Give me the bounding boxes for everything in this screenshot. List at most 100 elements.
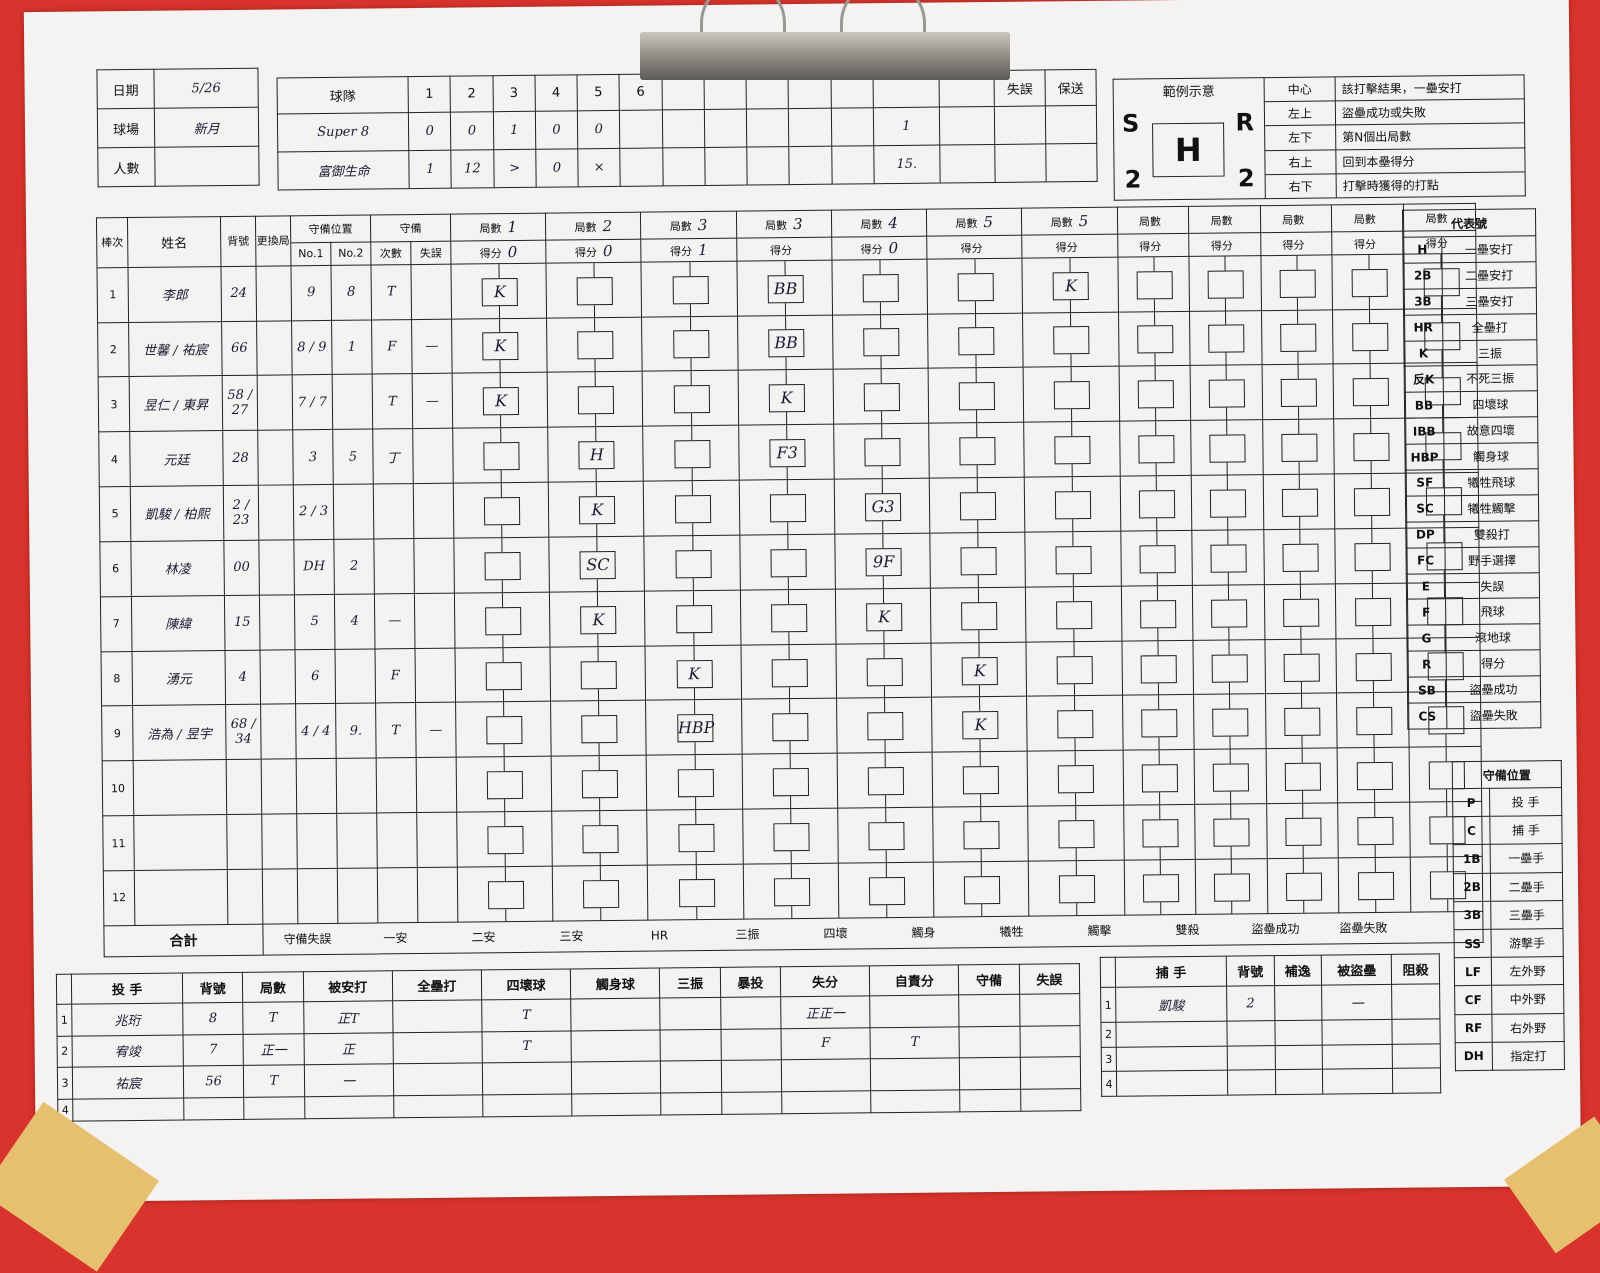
at-bat-cell[interactable]: K xyxy=(1022,257,1118,313)
at-bat-cell[interactable] xyxy=(456,702,552,758)
at-bat-cell[interactable] xyxy=(837,752,933,808)
at-bat-cell[interactable] xyxy=(740,589,836,645)
at-bat-cell[interactable] xyxy=(647,754,743,810)
at-bat-cell[interactable] xyxy=(1193,639,1265,695)
at-bat-cell[interactable] xyxy=(1024,421,1120,477)
at-bat-cell[interactable] xyxy=(644,480,740,536)
at-bat-cell[interactable] xyxy=(647,809,743,865)
at-bat-cell[interactable] xyxy=(1334,418,1406,474)
at-bat-cell[interactable] xyxy=(1194,749,1266,805)
at-bat-cell[interactable] xyxy=(833,369,929,425)
at-bat-cell[interactable] xyxy=(641,261,737,317)
at-bat-cell[interactable] xyxy=(1123,750,1195,806)
at-bat-cell[interactable]: K xyxy=(931,642,1027,698)
at-bat-cell[interactable]: K xyxy=(932,697,1028,753)
at-bat-cell[interactable] xyxy=(1339,857,1411,913)
at-bat-cell[interactable] xyxy=(1189,255,1261,311)
at-bat-cell[interactable] xyxy=(551,755,647,811)
at-bat-cell[interactable] xyxy=(1266,748,1338,804)
at-bat-cell[interactable] xyxy=(1028,805,1124,861)
at-bat-cell[interactable] xyxy=(929,477,1025,533)
at-bat-cell[interactable] xyxy=(1120,530,1192,586)
at-bat-cell[interactable] xyxy=(741,699,837,755)
at-bat-cell[interactable] xyxy=(1123,805,1195,861)
at-bat-cell[interactable] xyxy=(1267,858,1339,914)
at-bat-cell[interactable] xyxy=(836,643,932,699)
at-bat-cell[interactable] xyxy=(927,258,1023,314)
at-bat-cell[interactable]: BB xyxy=(737,315,833,371)
at-bat-cell[interactable]: F3 xyxy=(738,424,834,480)
at-bat-cell[interactable] xyxy=(1263,474,1335,530)
at-bat-cell[interactable]: K xyxy=(452,318,548,374)
at-bat-cell[interactable]: K xyxy=(738,370,834,426)
at-bat-cell[interactable] xyxy=(454,592,550,648)
at-bat-cell[interactable] xyxy=(1264,529,1336,585)
at-bat-cell[interactable] xyxy=(838,862,934,918)
at-bat-cell[interactable] xyxy=(932,751,1028,807)
at-bat-cell[interactable] xyxy=(1023,312,1119,368)
at-bat-cell[interactable] xyxy=(742,753,838,809)
at-bat-cell[interactable] xyxy=(547,372,643,428)
at-bat-cell[interactable] xyxy=(1335,473,1407,529)
at-bat-cell[interactable] xyxy=(1190,365,1262,421)
at-bat-cell[interactable] xyxy=(1261,309,1333,365)
at-bat-cell[interactable] xyxy=(836,698,932,754)
at-bat-cell[interactable] xyxy=(1120,475,1192,531)
at-bat-cell[interactable] xyxy=(457,866,553,922)
at-bat-cell[interactable] xyxy=(1262,364,1334,420)
at-bat-cell[interactable] xyxy=(1261,255,1333,311)
at-bat-cell[interactable] xyxy=(743,863,839,919)
at-bat-cell[interactable] xyxy=(1265,638,1337,694)
at-bat-cell[interactable] xyxy=(834,423,930,479)
at-bat-cell[interactable] xyxy=(457,811,553,867)
at-bat-cell[interactable] xyxy=(1122,695,1194,751)
at-bat-cell[interactable] xyxy=(1193,584,1265,640)
at-bat-cell[interactable] xyxy=(933,861,1029,917)
at-bat-cell[interactable] xyxy=(1334,364,1406,420)
at-bat-cell[interactable] xyxy=(928,368,1024,424)
at-bat-cell[interactable] xyxy=(1119,421,1191,477)
at-bat-cell[interactable] xyxy=(1029,860,1125,916)
at-bat-cell[interactable] xyxy=(928,313,1024,369)
at-bat-cell[interactable] xyxy=(1194,694,1266,750)
at-bat-cell[interactable] xyxy=(832,314,928,370)
at-bat-cell[interactable] xyxy=(1264,584,1336,640)
at-bat-cell[interactable] xyxy=(643,371,739,427)
at-bat-cell[interactable] xyxy=(741,644,837,700)
at-bat-cell[interactable] xyxy=(1335,528,1407,584)
at-bat-cell[interactable] xyxy=(1027,696,1123,752)
at-bat-cell[interactable] xyxy=(1191,420,1263,476)
at-bat-cell[interactable] xyxy=(1121,640,1193,696)
at-bat-cell[interactable] xyxy=(1266,803,1338,859)
at-bat-cell[interactable]: H xyxy=(548,426,644,482)
at-bat-cell[interactable]: HBP xyxy=(646,700,742,756)
at-bat-cell[interactable] xyxy=(838,807,934,863)
at-bat-cell[interactable] xyxy=(1025,531,1121,587)
at-bat-cell[interactable] xyxy=(1121,585,1193,641)
at-bat-cell[interactable] xyxy=(1026,586,1122,642)
at-bat-cell[interactable] xyxy=(832,259,928,315)
at-bat-cell[interactable] xyxy=(1338,747,1410,803)
at-bat-cell[interactable] xyxy=(1026,641,1122,697)
at-bat-cell[interactable] xyxy=(1337,693,1409,749)
at-bat-cell[interactable] xyxy=(1119,366,1191,422)
at-bat-cell[interactable] xyxy=(1191,475,1263,531)
at-bat-cell[interactable] xyxy=(933,806,1029,862)
at-bat-cell[interactable] xyxy=(455,647,551,703)
at-bat-cell[interactable] xyxy=(1195,859,1267,915)
at-bat-cell[interactable] xyxy=(1025,476,1121,532)
at-bat-cell[interactable] xyxy=(643,425,739,481)
at-bat-cell[interactable] xyxy=(1023,367,1119,423)
at-bat-cell[interactable]: K xyxy=(835,588,931,644)
at-bat-cell[interactable]: K xyxy=(548,481,644,537)
at-bat-cell[interactable] xyxy=(551,701,647,757)
at-bat-cell[interactable] xyxy=(739,534,835,590)
at-bat-cell[interactable] xyxy=(552,810,648,866)
at-bat-cell[interactable] xyxy=(1265,693,1337,749)
at-bat-cell[interactable] xyxy=(453,427,549,483)
at-bat-cell[interactable] xyxy=(454,537,550,593)
at-bat-cell[interactable] xyxy=(648,864,744,920)
at-bat-cell[interactable] xyxy=(546,262,642,318)
at-bat-cell[interactable] xyxy=(453,482,549,538)
at-bat-cell[interactable] xyxy=(1124,859,1196,915)
